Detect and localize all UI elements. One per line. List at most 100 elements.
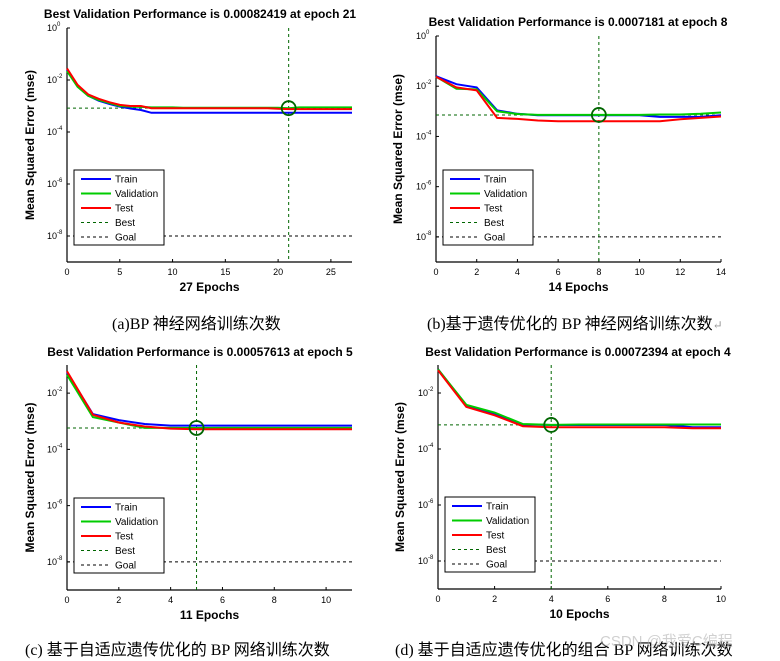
chart-title: Best Validation Performance is 0.0008241… [44, 7, 356, 21]
y-tick-label: 10-4 [47, 126, 63, 137]
series-line-test [437, 369, 721, 430]
series-line-test [66, 370, 352, 431]
chart-panel-a: Best Validation Performance is 0.0008241… [0, 0, 390, 330]
y-tick-label: 10-8 [47, 230, 63, 241]
y-tick-label: 10-2 [47, 387, 63, 398]
x-tick-label: 8 [596, 267, 601, 277]
x-tick-label: 0 [433, 267, 438, 277]
y-tick-label: 10-6 [416, 181, 432, 192]
x-tick-label: 2 [474, 267, 479, 277]
x-tick-label: 4 [515, 267, 520, 277]
y-axis-label: Mean Squared Error (mse) [391, 74, 405, 224]
y-tick-label: 10-8 [416, 231, 432, 242]
y-axis-label: Mean Squared Error (mse) [393, 402, 407, 552]
x-axis-label: 10 Epochs [549, 607, 609, 621]
legend-label-test: Test [484, 204, 503, 215]
performance-plot-d: Best Validation Performance is 0.0007239… [393, 345, 731, 621]
legend-label-validation: Validation [484, 189, 527, 200]
x-tick-label: 14 [716, 267, 726, 277]
legend-label-test: Test [486, 531, 505, 542]
legend-label-train: Train [115, 175, 137, 186]
x-tick-label: 0 [64, 267, 69, 277]
y-tick-label: 10-8 [47, 556, 63, 567]
series-line-validation [435, 75, 722, 116]
performance-plot-a: Best Validation Performance is 0.0008241… [23, 7, 356, 294]
legend-label-test: Test [115, 532, 134, 543]
x-tick-label: 6 [605, 594, 610, 604]
x-tick-label: 6 [220, 595, 225, 605]
x-tick-label: 8 [272, 595, 277, 605]
y-axis-label: Mean Squared Error (mse) [23, 402, 37, 552]
chart-title: Best Validation Performance is 0.0007181… [429, 15, 728, 29]
legend-label-best: Best [115, 546, 135, 557]
legend-label-best: Best [484, 218, 504, 229]
legend-label-test: Test [115, 204, 134, 215]
y-tick-label: 10-2 [416, 80, 432, 91]
x-tick-label: 0 [64, 595, 69, 605]
x-tick-label: 15 [220, 267, 230, 277]
y-tick-label: 10-8 [418, 555, 434, 566]
x-axis-label: 14 Epochs [548, 280, 608, 294]
y-tick-label: 10-2 [47, 74, 63, 85]
x-tick-label: 10 [321, 595, 331, 605]
legend-label-validation: Validation [115, 189, 158, 200]
legend-label-train: Train [484, 175, 506, 186]
series-line-train [437, 368, 721, 429]
legend-label-validation: Validation [486, 516, 529, 527]
legend-label-validation: Validation [115, 517, 158, 528]
caption-a: (a)BP 神经网络训练次数 [112, 316, 281, 333]
chart-title: Best Validation Performance is 0.0005761… [47, 345, 353, 359]
caption-b: (b)基于遗传优化的 BP 神经网络训练次数↵ [427, 310, 723, 334]
y-tick-label: 10-6 [47, 178, 63, 189]
legend-label-best: Best [115, 218, 135, 229]
legend-label-goal: Goal [115, 561, 136, 572]
x-tick-label: 10 [635, 267, 645, 277]
x-tick-label: 2 [492, 594, 497, 604]
chart-title: Best Validation Performance is 0.0007239… [425, 345, 731, 359]
performance-plot-c: Best Validation Performance is 0.0005761… [23, 345, 353, 622]
caption-d: (d) 基于自适应遗传优化的组合 BP 网络训练次数 [395, 642, 733, 659]
x-axis-label: 11 Epochs [180, 608, 240, 622]
x-tick-label: 4 [549, 594, 554, 604]
legend-label-train: Train [115, 503, 137, 514]
y-tick-label: 10-2 [418, 387, 434, 398]
x-tick-label: 8 [662, 594, 667, 604]
x-tick-label: 0 [435, 594, 440, 604]
y-axis-label: Mean Squared Error (mse) [23, 70, 37, 220]
legend-label-train: Train [486, 502, 508, 513]
best-marker [280, 100, 297, 117]
y-tick-label: 10-4 [418, 443, 434, 454]
series-line-test [435, 75, 722, 123]
series-line-train [66, 371, 352, 427]
x-tick-label: 6 [556, 267, 561, 277]
series-line-validation [437, 368, 721, 426]
x-tick-label: 10 [716, 594, 726, 604]
legend-label-best: Best [486, 545, 506, 556]
x-tick-label: 12 [675, 267, 685, 277]
y-tick-label: 100 [47, 22, 61, 33]
x-tick-label: 4 [168, 595, 173, 605]
caption-c: (c) 基于自适应遗传优化的 BP 网络训练次数 [25, 642, 330, 659]
legend-label-goal: Goal [484, 233, 505, 244]
y-tick-label: 10-6 [47, 500, 63, 511]
return-mark: ↵ [712, 318, 723, 332]
x-tick-label: 10 [168, 267, 178, 277]
x-axis-label: 27 Epochs [179, 280, 239, 294]
x-tick-label: 5 [117, 267, 122, 277]
y-tick-label: 10-4 [47, 443, 63, 454]
series-line-test [66, 67, 352, 111]
performance-plot-b: Best Validation Performance is 0.0007181… [391, 15, 728, 294]
y-tick-label: 100 [416, 30, 430, 41]
y-tick-label: 10-6 [418, 499, 434, 510]
caption-b-text: (b)基于遗传优化的 BP 神经网络训练次数 [427, 316, 713, 333]
best-marker [188, 420, 205, 436]
x-tick-label: 25 [326, 267, 336, 277]
best-marker [590, 107, 607, 123]
chart-panel-b: Best Validation Performance is 0.0007181… [0, 0, 780, 330]
chart-panel-c: Best Validation Performance is 0.0005761… [23, 345, 353, 622]
best-marker [543, 417, 560, 433]
x-tick-label: 2 [116, 595, 121, 605]
legend-label-goal: Goal [486, 560, 507, 571]
legend-label-goal: Goal [115, 233, 136, 244]
